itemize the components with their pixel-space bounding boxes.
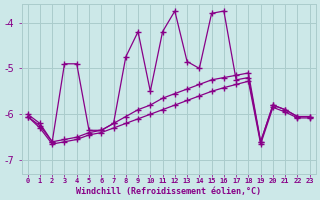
X-axis label: Windchill (Refroidissement éolien,°C): Windchill (Refroidissement éolien,°C) xyxy=(76,187,261,196)
